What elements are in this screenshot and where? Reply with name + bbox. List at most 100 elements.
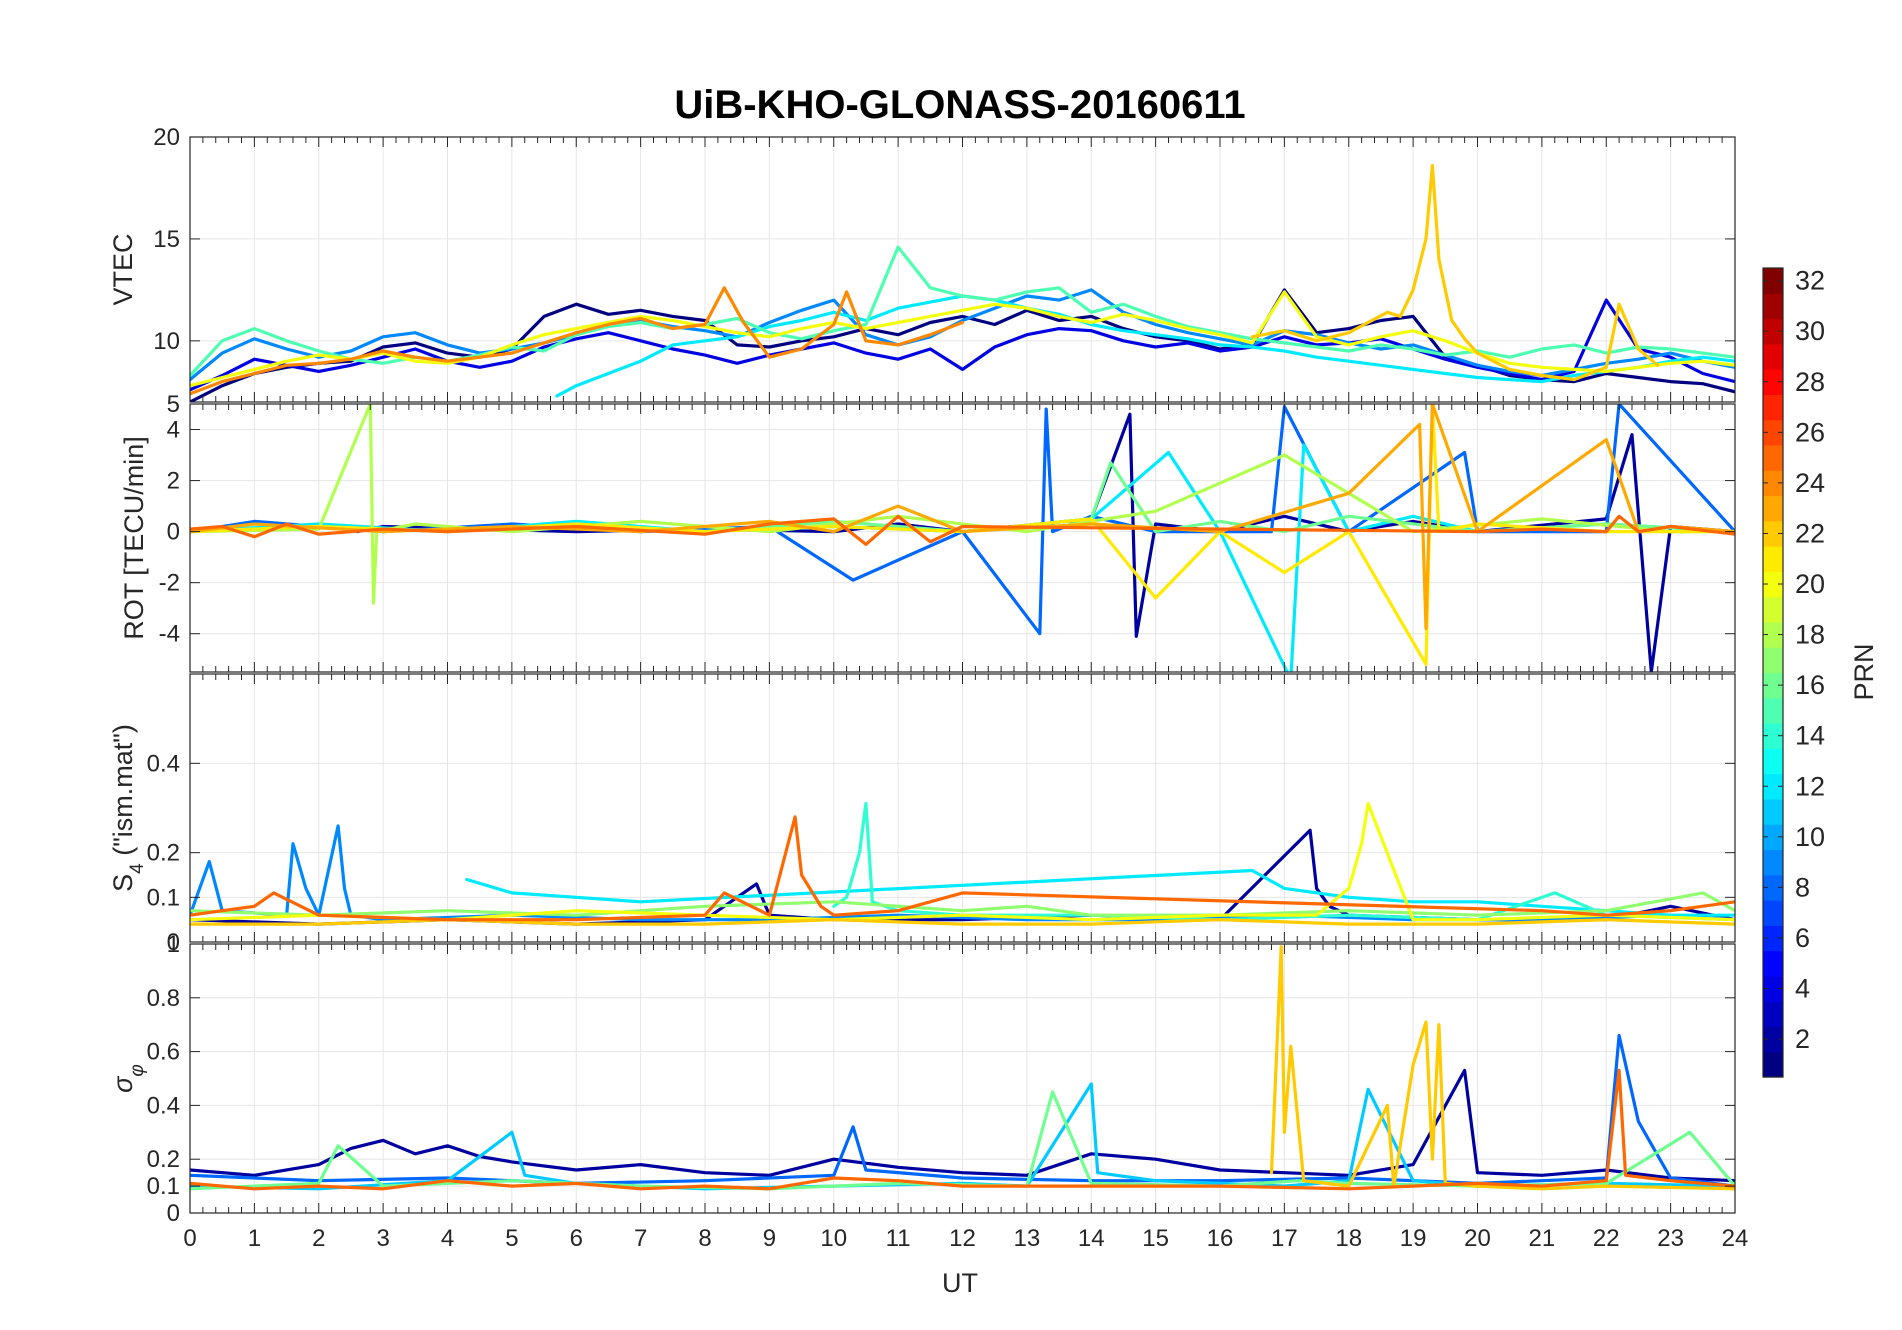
colorbar-tick-label: 22 [1795,518,1825,548]
x-tick-label: 16 [1207,1225,1234,1252]
x-tick-label: 21 [1529,1225,1556,1252]
panel-2: -4 -2 0 2 45 ROT [TECU/min] [119,391,1736,673]
y-tick-label: 0 [167,519,180,546]
colorbar-tick-label: 30 [1795,316,1825,346]
series-prn-14 [832,801,1735,922]
colorbar-segment [1763,444,1783,471]
y-tick-label: 0.2 [147,1146,180,1173]
x-axis-label: UT [942,1268,978,1298]
y-tick-label: 0.1 [147,1173,180,1200]
colorbar-tick-label: 8 [1795,872,1810,902]
colorbar-segment [1763,495,1783,522]
colorbar-tick-label: 26 [1795,417,1825,447]
colorbar-segment [1763,824,1783,851]
colorbar-segment [1763,293,1783,320]
tick-marks [189,136,1736,402]
y-tick-label: -2 [159,570,180,597]
y-axis-label-sub: φ [127,1064,148,1076]
colorbar-label: PRN [1849,643,1879,700]
y-axis-label-rest: ("ism.mat") [108,724,138,863]
colorbar-segment [1763,849,1783,876]
y-tick-label: 0.4 [147,750,180,777]
y-tick-label: 0 [167,1200,180,1227]
colorbar-tick-label: 10 [1795,822,1825,852]
y-tick-label: 0.2 [147,840,180,867]
colorbar-segment [1763,1026,1783,1053]
colorbar-segment [1763,925,1783,952]
x-tick-label: 0 [183,1225,196,1252]
chart-title: UiB-KHO-GLONASS-20160611 [674,83,1245,127]
x-tick-label: 17 [1271,1225,1298,1252]
panel-3: 00.10.20.4S4 ("ism.mat") [108,673,1736,956]
colorbar-segment [1763,419,1783,446]
colorbar-segment [1763,748,1783,775]
series-prn-9 [190,288,1735,382]
colorbar-segment [1763,874,1783,901]
y-axis-label: ROT [TECU/min] [119,436,149,640]
tick-marks [189,403,1736,672]
x-tick-label: 15 [1142,1225,1169,1252]
x-tick-label: 23 [1657,1225,1684,1252]
x-tick-label: 4 [441,1225,454,1252]
colorbar-segment [1763,975,1783,1002]
x-tick-label: 11 [886,1225,911,1252]
x-tick-label: 22 [1593,1225,1620,1252]
y-tick-label: 0.8 [147,985,180,1012]
colorbar-segment [1763,571,1783,598]
series-group [190,163,1735,402]
x-tick-label: 20 [1464,1225,1491,1252]
series-group [190,801,1735,926]
colorbar-segment [1763,621,1783,648]
colorbar-segment [1763,394,1783,421]
x-tick-label: 9 [763,1225,776,1252]
y-tick-label: 15 [153,226,180,253]
colorbar-segment [1763,596,1783,623]
grid-lines [189,403,1736,672]
colorbar-tick-label: 32 [1795,266,1825,296]
x-tick-label: 8 [698,1225,711,1252]
x-tick-label: 10 [820,1225,847,1252]
x-tick-label: 19 [1400,1225,1427,1252]
series-prn-25 [190,1068,1735,1191]
series-prn-2 [190,1068,1735,1183]
series-prn-22 [1269,945,1735,1191]
x-tick-label: 2 [312,1225,325,1252]
colorbar-segment [1763,470,1783,497]
y-tick-label: 0.6 [147,1039,180,1066]
colorbar-frame [1762,267,1784,1078]
tick-marks [189,674,1736,943]
y-tick-label: 2 [167,468,180,495]
y-axis-label-main: σ [108,1075,138,1093]
colorbar-segment [1763,1001,1783,1028]
y-axis-label: VTEC [108,233,138,305]
colorbar-segment [1763,798,1783,825]
y-tick-label: 10 [153,328,180,355]
y-axis-label-main: S [108,874,138,892]
x-tick-label: 5 [505,1225,518,1252]
series-prn-25 [190,815,1735,922]
series-prn-22 [1250,163,1660,382]
y-tick-label: 20 [153,124,180,151]
y-tick-label: 0.1 [147,884,180,911]
colorbar-tick-label: 18 [1795,620,1825,650]
colorbar-tick-label: 16 [1795,670,1825,700]
y-tick-label: 5 [167,391,180,418]
colorbar-tick-label: 24 [1795,468,1825,498]
colorbar-tick-label: 14 [1795,721,1825,751]
colorbar-segment [1763,1051,1783,1078]
colorbar-tick-label: 12 [1795,771,1825,801]
series-prn-24 [190,286,965,396]
tick-marks [189,943,1736,1214]
colorbar-segment [1763,343,1783,370]
y-tick-label: 0 [167,929,180,956]
colorbar-tick-label: 4 [1795,974,1810,1004]
x-tick-label: 13 [1014,1225,1041,1252]
y-tick-label: 0.4 [147,1092,180,1119]
panel-1: 10 15 20 VTEC [108,124,1736,403]
x-tick-label: 18 [1335,1225,1362,1252]
colorbar-segment [1763,900,1783,926]
x-tick-label: 14 [1078,1225,1105,1252]
